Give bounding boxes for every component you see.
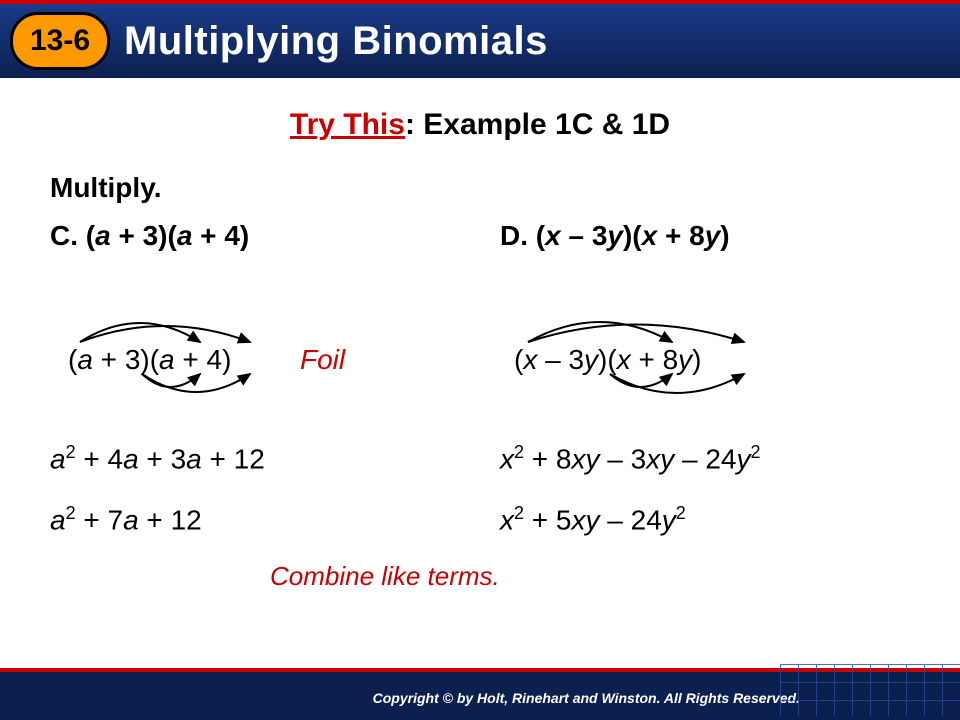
problem-c-label: C. (a + 3)(a + 4) (50, 220, 460, 252)
instruction-text: Multiply. (50, 172, 910, 204)
copyright-text: Copyright © by Holt, Rinehart and Winsto… (373, 690, 800, 706)
footer-grid-decoration (780, 664, 960, 716)
lesson-number: 13-6 (30, 24, 90, 58)
problem-d-column: D. (x – 3y)(x + 8y) (x – 3y)(x + 8y) x2 … (500, 220, 910, 565)
slide-title: Multiplying Binomials (124, 19, 548, 64)
problem-c-step2: a2 + 7a + 12 (50, 503, 460, 536)
problem-c-column: C. (a + 3)(a + 4) (50, 220, 460, 565)
problem-c-foil: (a + 3)(a + 4) Foil (50, 312, 460, 412)
example-label: : Example 1C & 1D (405, 108, 670, 141)
problem-d-foil: (x – 3y)(x + 8y) (500, 312, 910, 412)
problems-row: C. (a + 3)(a + 4) (50, 220, 910, 565)
slide-footer: Copyright © by Holt, Rinehart and Winsto… (0, 668, 960, 720)
problem-d-step2: x2 + 5xy – 24y2 (500, 503, 910, 536)
problem-d-label: D. (x – 3y)(x + 8y) (500, 220, 910, 252)
problem-d-foil-expr: (x – 3y)(x + 8y) (514, 344, 702, 376)
problem-c-foil-expr: (a + 3)(a + 4) (68, 344, 231, 376)
problem-c-step1: a2 + 4a + 3a + 12 (50, 442, 460, 475)
slide-header: 13-6 Multiplying Binomials (0, 0, 960, 78)
slide-content: Try This: Example 1C & 1D Multiply. C. (… (0, 78, 960, 668)
try-this-label: Try This (290, 108, 405, 141)
problem-d-step1: x2 + 8xy – 3xy – 24y2 (500, 442, 910, 475)
combine-like-terms-label: Combine like terms. (270, 561, 500, 592)
lesson-number-badge: 13-6 (10, 12, 110, 70)
foil-label: Foil (300, 344, 345, 376)
try-this-heading: Try This: Example 1C & 1D (50, 108, 910, 142)
